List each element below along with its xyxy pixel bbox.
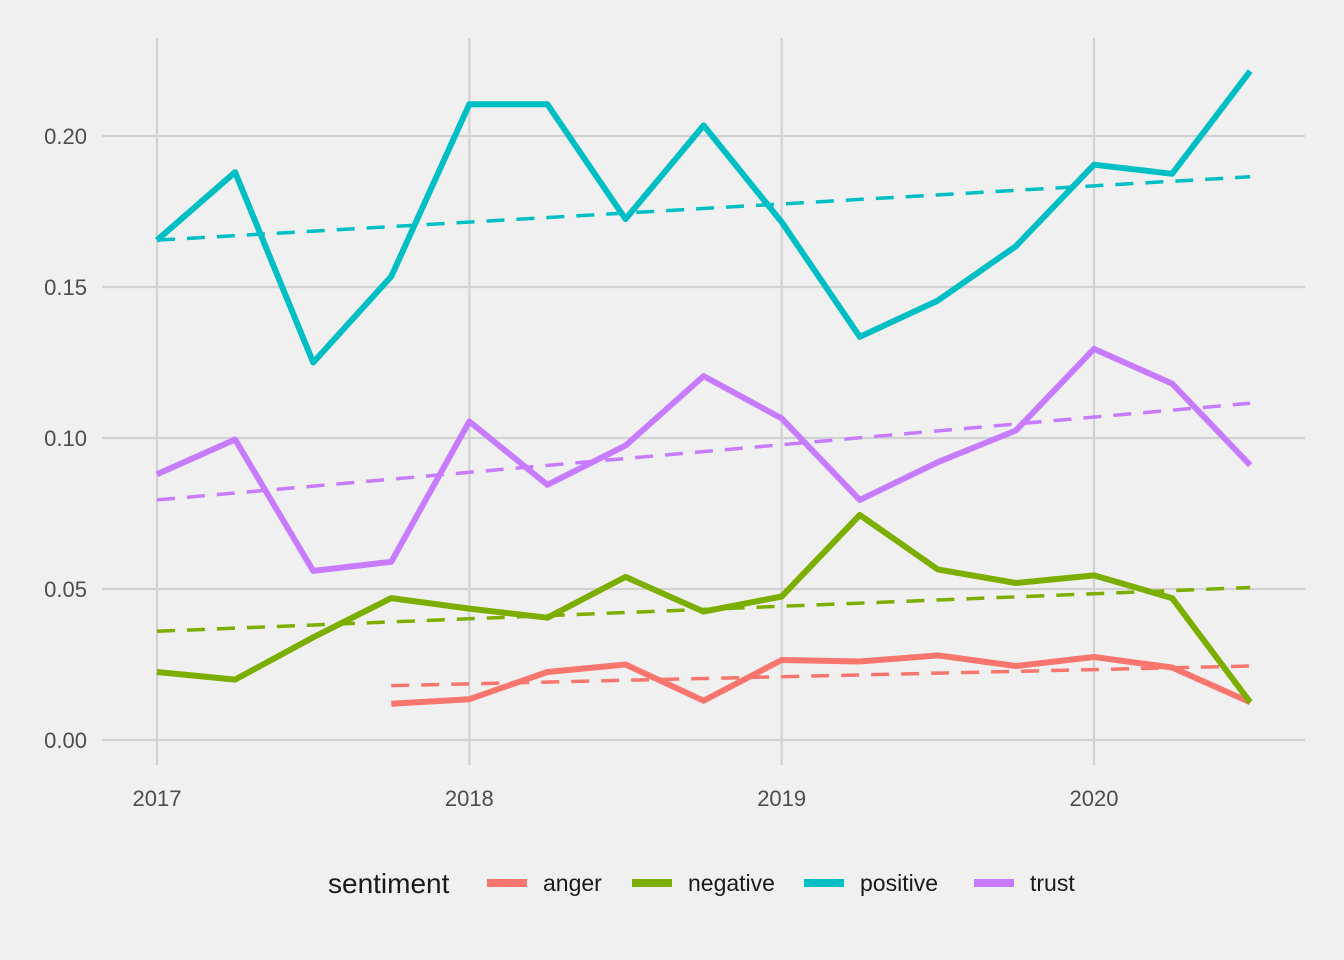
legend-label-anger: anger xyxy=(543,870,602,896)
x-tick-label: 2018 xyxy=(445,786,494,811)
legend: sentiment anger negative positive trust xyxy=(328,868,1075,899)
series-line-anger xyxy=(391,652,1252,707)
series-line-trust xyxy=(155,345,1253,574)
legend-label-trust: trust xyxy=(1030,870,1075,896)
y-tick-label: 0.00 xyxy=(44,728,87,753)
horizontal-gridlines xyxy=(102,134,1305,742)
legend-label-negative: negative xyxy=(688,870,775,896)
legend-title: sentiment xyxy=(328,868,450,899)
series-line-positive xyxy=(155,69,1253,366)
series-lines xyxy=(155,69,1253,707)
x-axis-tick-labels: 2017 2018 2019 2020 xyxy=(133,786,1119,811)
vertical-gridlines xyxy=(155,38,1096,765)
y-tick-label: 0.15 xyxy=(44,275,87,300)
trend-line-anger xyxy=(391,664,1251,688)
x-tick-label: 2020 xyxy=(1070,786,1119,811)
y-tick-label: 0.20 xyxy=(44,124,87,149)
y-axis-tick-labels: 0.00 0.05 0.10 0.15 0.20 xyxy=(44,124,87,753)
y-tick-label: 0.05 xyxy=(44,577,87,602)
x-tick-label: 2019 xyxy=(757,786,806,811)
trend-line-positive xyxy=(156,175,1251,242)
trend-line-trust xyxy=(156,401,1251,502)
legend-label-positive: positive xyxy=(860,870,938,896)
x-tick-label: 2017 xyxy=(133,786,182,811)
y-tick-label: 0.10 xyxy=(44,426,87,451)
series-line-negative xyxy=(156,512,1253,705)
